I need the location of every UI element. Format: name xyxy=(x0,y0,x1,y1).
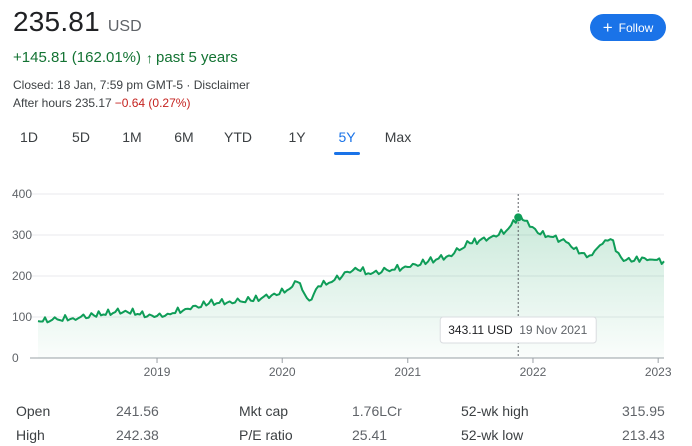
after-hours-change: −0.64 (0.27%) xyxy=(114,96,191,110)
tooltip-value: 343.11 USD xyxy=(448,323,513,337)
follow-label: Follow xyxy=(618,20,654,35)
closed-info: Closed: 18 Jan, 7:59 pm GMT-5 · Disclaim… xyxy=(13,78,250,92)
stat-value-pe-ratio: 25.41 xyxy=(352,427,388,443)
change-value: +145.81 (162.01%) xyxy=(13,49,142,66)
stat-value-52wk-low: 213.43 xyxy=(622,427,665,443)
y-tick-label: 300 xyxy=(12,228,32,242)
currency-code: USD xyxy=(107,18,142,35)
disclaimer-link[interactable]: Disclaimer xyxy=(193,78,250,92)
x-tick-label: 2021 xyxy=(394,365,421,379)
tab-5y[interactable]: 5Y xyxy=(334,126,360,155)
x-tick-label: 2019 xyxy=(144,365,171,379)
y-tick-label: 0 xyxy=(12,351,19,365)
tab-6m[interactable]: 6M xyxy=(174,129,194,145)
price-line xyxy=(37,214,665,324)
stat-label-52wk-high: 52-wk high xyxy=(461,403,529,419)
stat-label-52wk-low: 52-wk low xyxy=(461,427,524,443)
plus-icon: + xyxy=(602,18,613,37)
stat-value-52wk-high: 315.95 xyxy=(622,403,665,419)
tooltip-box xyxy=(439,316,597,344)
stat-label-open: Open xyxy=(16,403,51,419)
after-hours-info: After hours 235.17 −0.64 (0.27%) xyxy=(13,96,190,110)
highlight-point xyxy=(514,213,523,222)
stat-label-mkt-cap: Mkt cap xyxy=(239,403,289,419)
arrow-up-icon: ↑ xyxy=(146,49,154,66)
x-tick-label: 2023 xyxy=(645,365,672,379)
change-period: past 5 years xyxy=(156,49,238,66)
tab-ytd[interactable]: YTD xyxy=(224,129,252,145)
y-tick-label: 100 xyxy=(12,310,32,324)
tab-1y[interactable]: 1Y xyxy=(288,129,306,145)
y-tick-label: 200 xyxy=(12,269,32,283)
x-axis: 2019 2020 2021 2022 2023 xyxy=(144,358,672,379)
price-chart[interactable]: 400 300 200 100 0 2019 2020 2021 2022 2023 343.1… xyxy=(0,178,692,384)
after-hours-price: After hours 235.17 xyxy=(13,96,112,110)
x-tick-label: 2020 xyxy=(269,365,296,379)
closed-text: Closed: 18 Jan, 7:59 pm GMT-5 · xyxy=(13,78,194,92)
stat-value-high: 242.38 xyxy=(116,427,159,443)
tab-1d[interactable]: 1D xyxy=(20,129,38,145)
y-tick-label: 400 xyxy=(12,187,32,201)
current-price: 235.81 xyxy=(13,6,100,37)
price-change: +145.81 (162.01%) ↑ past 5 years xyxy=(13,49,238,66)
tab-max[interactable]: Max xyxy=(384,129,412,145)
x-tick-label: 2022 xyxy=(520,365,547,379)
stat-value-open: 241.56 xyxy=(116,403,159,419)
tab-1m[interactable]: 1M xyxy=(122,129,142,145)
tooltip-date: 19 Nov 2021 xyxy=(519,323,587,337)
stat-label-high: High xyxy=(16,427,45,443)
y-axis-labels: 400 300 200 100 0 xyxy=(12,187,32,365)
stat-label-pe-ratio: P/E ratio xyxy=(239,427,293,443)
tab-5d[interactable]: 5D xyxy=(72,129,90,145)
stat-value-mkt-cap: 1.76LCr xyxy=(352,403,402,419)
hover-tooltip: 343.11 USD 19 Nov 2021 xyxy=(439,194,597,358)
follow-button[interactable]: + Follow xyxy=(590,14,666,41)
price-header: 235.81 USD xyxy=(13,6,142,38)
